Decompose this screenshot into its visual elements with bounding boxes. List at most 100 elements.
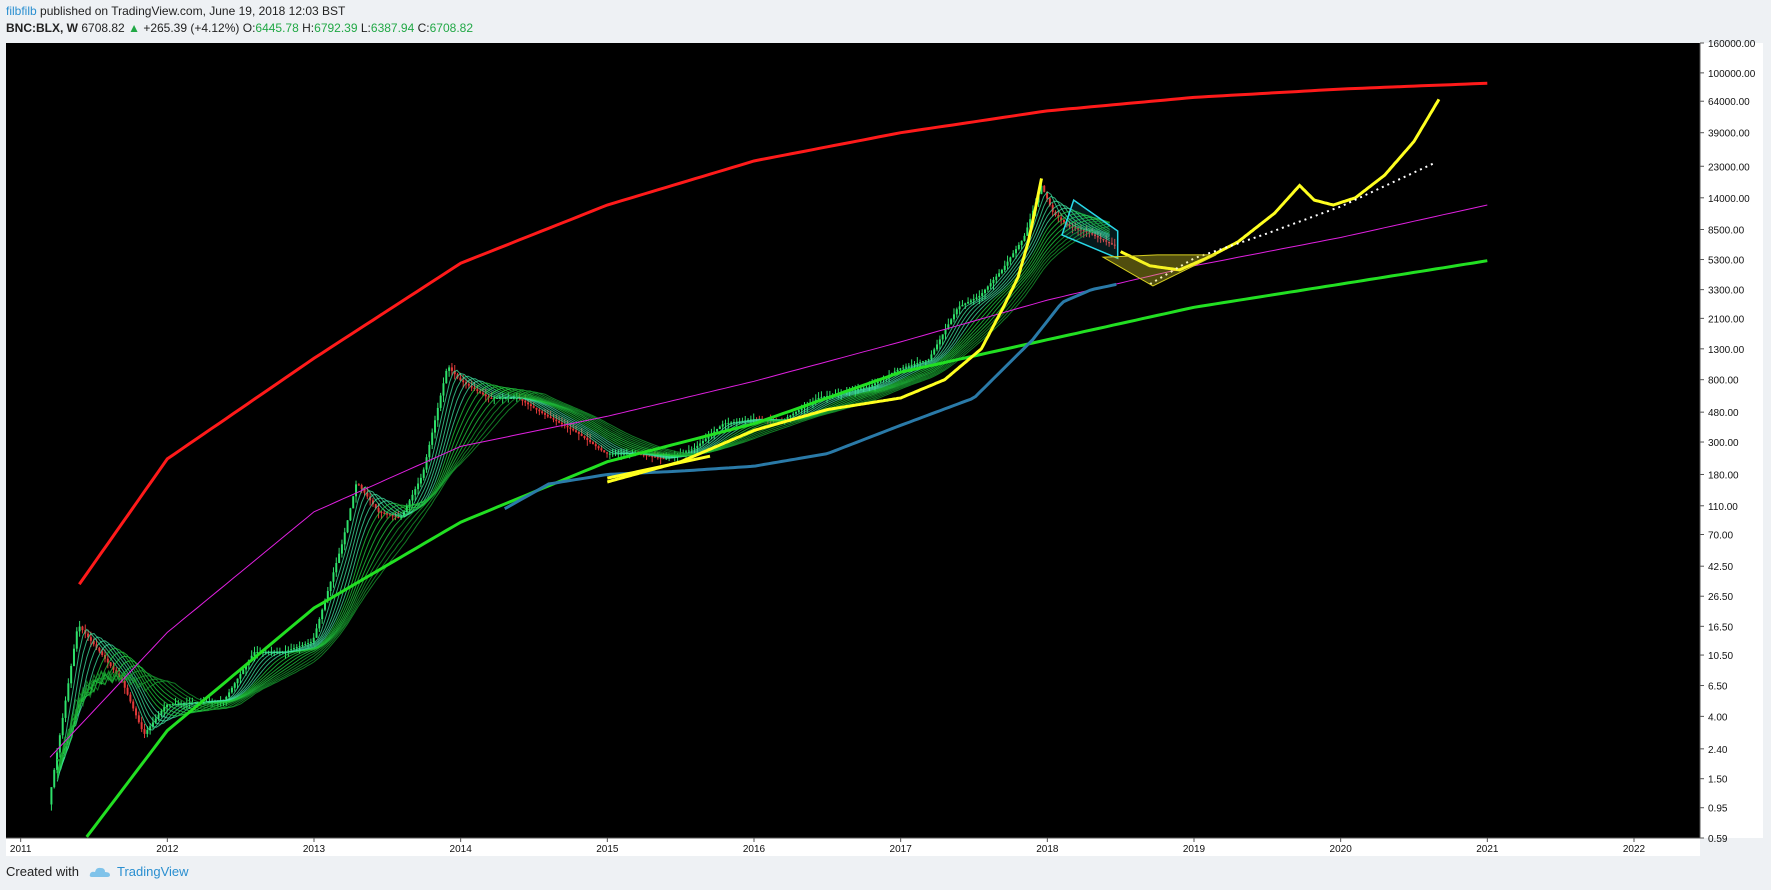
- candle-body: [338, 553, 341, 563]
- candle-body: [899, 368, 902, 370]
- candle-body: [377, 508, 380, 512]
- candle-body: [910, 364, 913, 366]
- time-axis[interactable]: [6, 838, 1700, 856]
- candle-body: [868, 386, 871, 388]
- candle-body: [154, 718, 157, 723]
- candle-body: [414, 489, 417, 495]
- symbol-label[interactable]: BNC:BLX, W: [6, 21, 78, 35]
- candle-body: [321, 609, 324, 620]
- candle-body: [1110, 243, 1113, 245]
- candle-body: [893, 371, 896, 374]
- candle-body: [521, 399, 524, 401]
- candle-body: [690, 449, 693, 451]
- price-change: +265.39 (+4.12%): [143, 21, 240, 35]
- candle-body: [160, 710, 163, 715]
- candle-body: [329, 581, 332, 592]
- candle-body: [718, 426, 721, 430]
- candle-body: [467, 383, 470, 386]
- price-tick-label: 64000.00: [1708, 97, 1750, 108]
- candle-body: [318, 619, 321, 629]
- price-tick-label: 2.40: [1708, 745, 1728, 756]
- magenta-trend-curve: [49, 204, 1488, 758]
- price-tick-label: 0.95: [1708, 804, 1728, 815]
- candle-body: [693, 448, 696, 450]
- candle-body: [651, 456, 654, 458]
- candle-body: [366, 492, 369, 497]
- candle-body: [419, 477, 422, 484]
- candle-body: [490, 397, 493, 399]
- candle-body: [639, 454, 642, 456]
- publish-info: filbfilb published on TradingView.com, J…: [6, 4, 345, 18]
- candle-body: [721, 424, 724, 427]
- last-price: 6708.82: [81, 21, 125, 35]
- candle-body: [687, 450, 690, 452]
- candle-body: [859, 388, 862, 390]
- candle-body: [434, 420, 436, 433]
- candle-body: [648, 455, 651, 457]
- candle-body: [795, 411, 798, 414]
- price-tick-label: 1300.00: [1708, 345, 1745, 356]
- candle-body: [442, 383, 445, 396]
- candle-body: [586, 437, 589, 441]
- candle-body: [896, 369, 899, 372]
- tradingview-link[interactable]: TradingView: [116, 864, 189, 879]
- candle-body: [628, 453, 631, 455]
- candle-body: [448, 367, 451, 371]
- candle-body: [225, 696, 228, 700]
- candle-body: [112, 666, 115, 670]
- candle-body: [727, 422, 730, 424]
- high-label: H:: [302, 21, 315, 35]
- ma-ribbon-line: [56, 218, 1110, 779]
- candle-body: [89, 637, 92, 641]
- candle-body: [386, 513, 389, 515]
- time-tick-label: 2019: [1183, 844, 1206, 855]
- candle-body: [532, 406, 535, 408]
- candle-body: [67, 683, 70, 701]
- candle-body: [1094, 234, 1096, 236]
- candle-body: [1113, 244, 1116, 246]
- candle-body: [98, 647, 101, 652]
- candle-body: [287, 650, 290, 652]
- candle-body: [614, 453, 617, 455]
- candle-body: [78, 626, 81, 632]
- candle-body: [233, 683, 236, 688]
- ohlc-legend: BNC:BLX, W 6708.82 ▲ +265.39 (+4.12%) O:…: [6, 21, 473, 35]
- cloud-logo-icon[interactable]: [89, 866, 111, 878]
- candle-body: [374, 504, 377, 509]
- candle-body: [792, 413, 795, 416]
- candle-body: [665, 458, 668, 460]
- candle-body: [106, 658, 109, 663]
- candle-body: [583, 435, 586, 438]
- ma-ribbon-line: [56, 191, 1110, 782]
- candle-body: [699, 443, 702, 446]
- price-tick-label: 3300.00: [1708, 286, 1745, 297]
- candle-body: [958, 306, 961, 310]
- candle-body: [560, 422, 563, 425]
- price-tick-label: 70.00: [1708, 530, 1733, 541]
- candle-body: [87, 633, 90, 638]
- price-tick-label: 16.50: [1708, 622, 1733, 633]
- candle-body: [343, 532, 346, 545]
- candle-body: [400, 517, 403, 519]
- plot-area[interactable]: [6, 43, 1700, 838]
- candle-body: [992, 279, 995, 284]
- ma-ribbon-line: [56, 200, 1110, 779]
- candle-body: [941, 334, 944, 340]
- candle-body: [1096, 235, 1099, 238]
- candle-body: [902, 367, 905, 369]
- candle-body: [865, 387, 868, 389]
- candle-body: [109, 662, 112, 667]
- author-link[interactable]: filbfilb: [6, 4, 37, 18]
- projection-wedge: [1101, 254, 1217, 287]
- candle-body: [857, 389, 860, 391]
- candle-body: [1062, 219, 1065, 223]
- close-label: C:: [417, 21, 430, 35]
- candle-body: [575, 430, 578, 432]
- candle-body: [546, 414, 549, 417]
- candle-body: [1068, 224, 1071, 227]
- candle-body: [572, 428, 575, 431]
- candle-body: [250, 655, 253, 661]
- candle-body: [371, 500, 374, 505]
- price-axis[interactable]: [1700, 43, 1763, 838]
